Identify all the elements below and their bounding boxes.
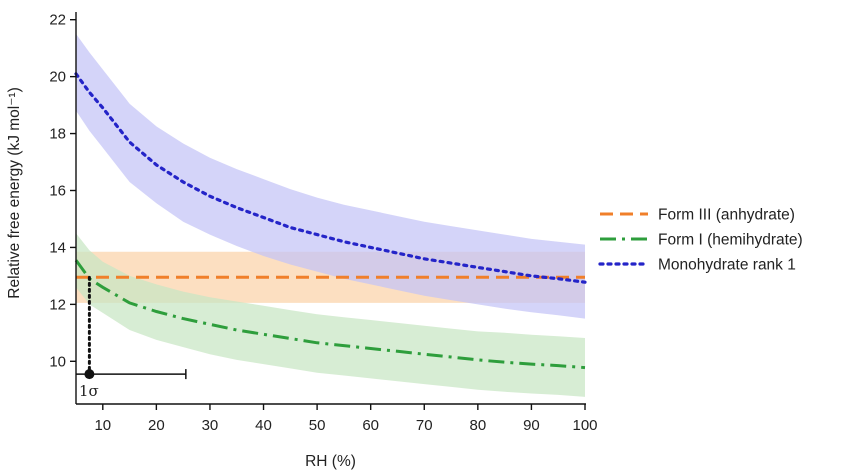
y-tick-label: 18: [49, 126, 66, 143]
axes: 10 12 14 16 18 20 22 10 20 30 40 50 60 70 80 90 100: [49, 12, 597, 434]
x-tick-label: 50: [309, 417, 326, 434]
x-tick-label: 60: [362, 417, 379, 434]
x-tick-label: 90: [523, 417, 540, 434]
crossing-point: [84, 369, 95, 380]
x-tick-label: 30: [202, 417, 219, 434]
y-tick-label: 12: [49, 296, 66, 313]
crossing-annotation: 1σ: [76, 275, 187, 400]
y-axis-title: Relative free energy (kJ mol⁻¹): [6, 87, 23, 298]
line-series-2: [74, 259, 586, 370]
x-tick-label: 100: [572, 417, 597, 434]
x-tick-label: 40: [255, 417, 272, 434]
legend-label-1: Form III (anhydrate): [658, 207, 795, 224]
x-axis-title: RH (%): [305, 453, 356, 470]
legend: Form III (anhydrate) Form I (hemihydrate)…: [598, 207, 803, 274]
x-tick-label: 80: [469, 417, 486, 434]
y-tick-label: 20: [49, 69, 66, 86]
y-tick-label: 10: [49, 353, 66, 370]
x-tick-label: 10: [94, 417, 111, 434]
band-series-3: [76, 33, 585, 319]
line-series-3: [74, 72, 587, 284]
band-series-2: [76, 233, 585, 397]
x-tick-label: 20: [148, 417, 165, 434]
uncertainty-bands: [76, 33, 585, 397]
legend-label-3: Monohydrate rank 1: [658, 257, 796, 274]
legend-label-2: Form I (hemihydrate): [658, 232, 803, 249]
y-tick-label: 22: [49, 12, 66, 29]
y-tick-label: 16: [49, 182, 66, 199]
x-tick-label: 70: [416, 417, 433, 434]
sigma-label: 1σ: [79, 382, 99, 400]
series-lines: [74, 72, 587, 370]
y-tick-label: 14: [49, 239, 66, 256]
